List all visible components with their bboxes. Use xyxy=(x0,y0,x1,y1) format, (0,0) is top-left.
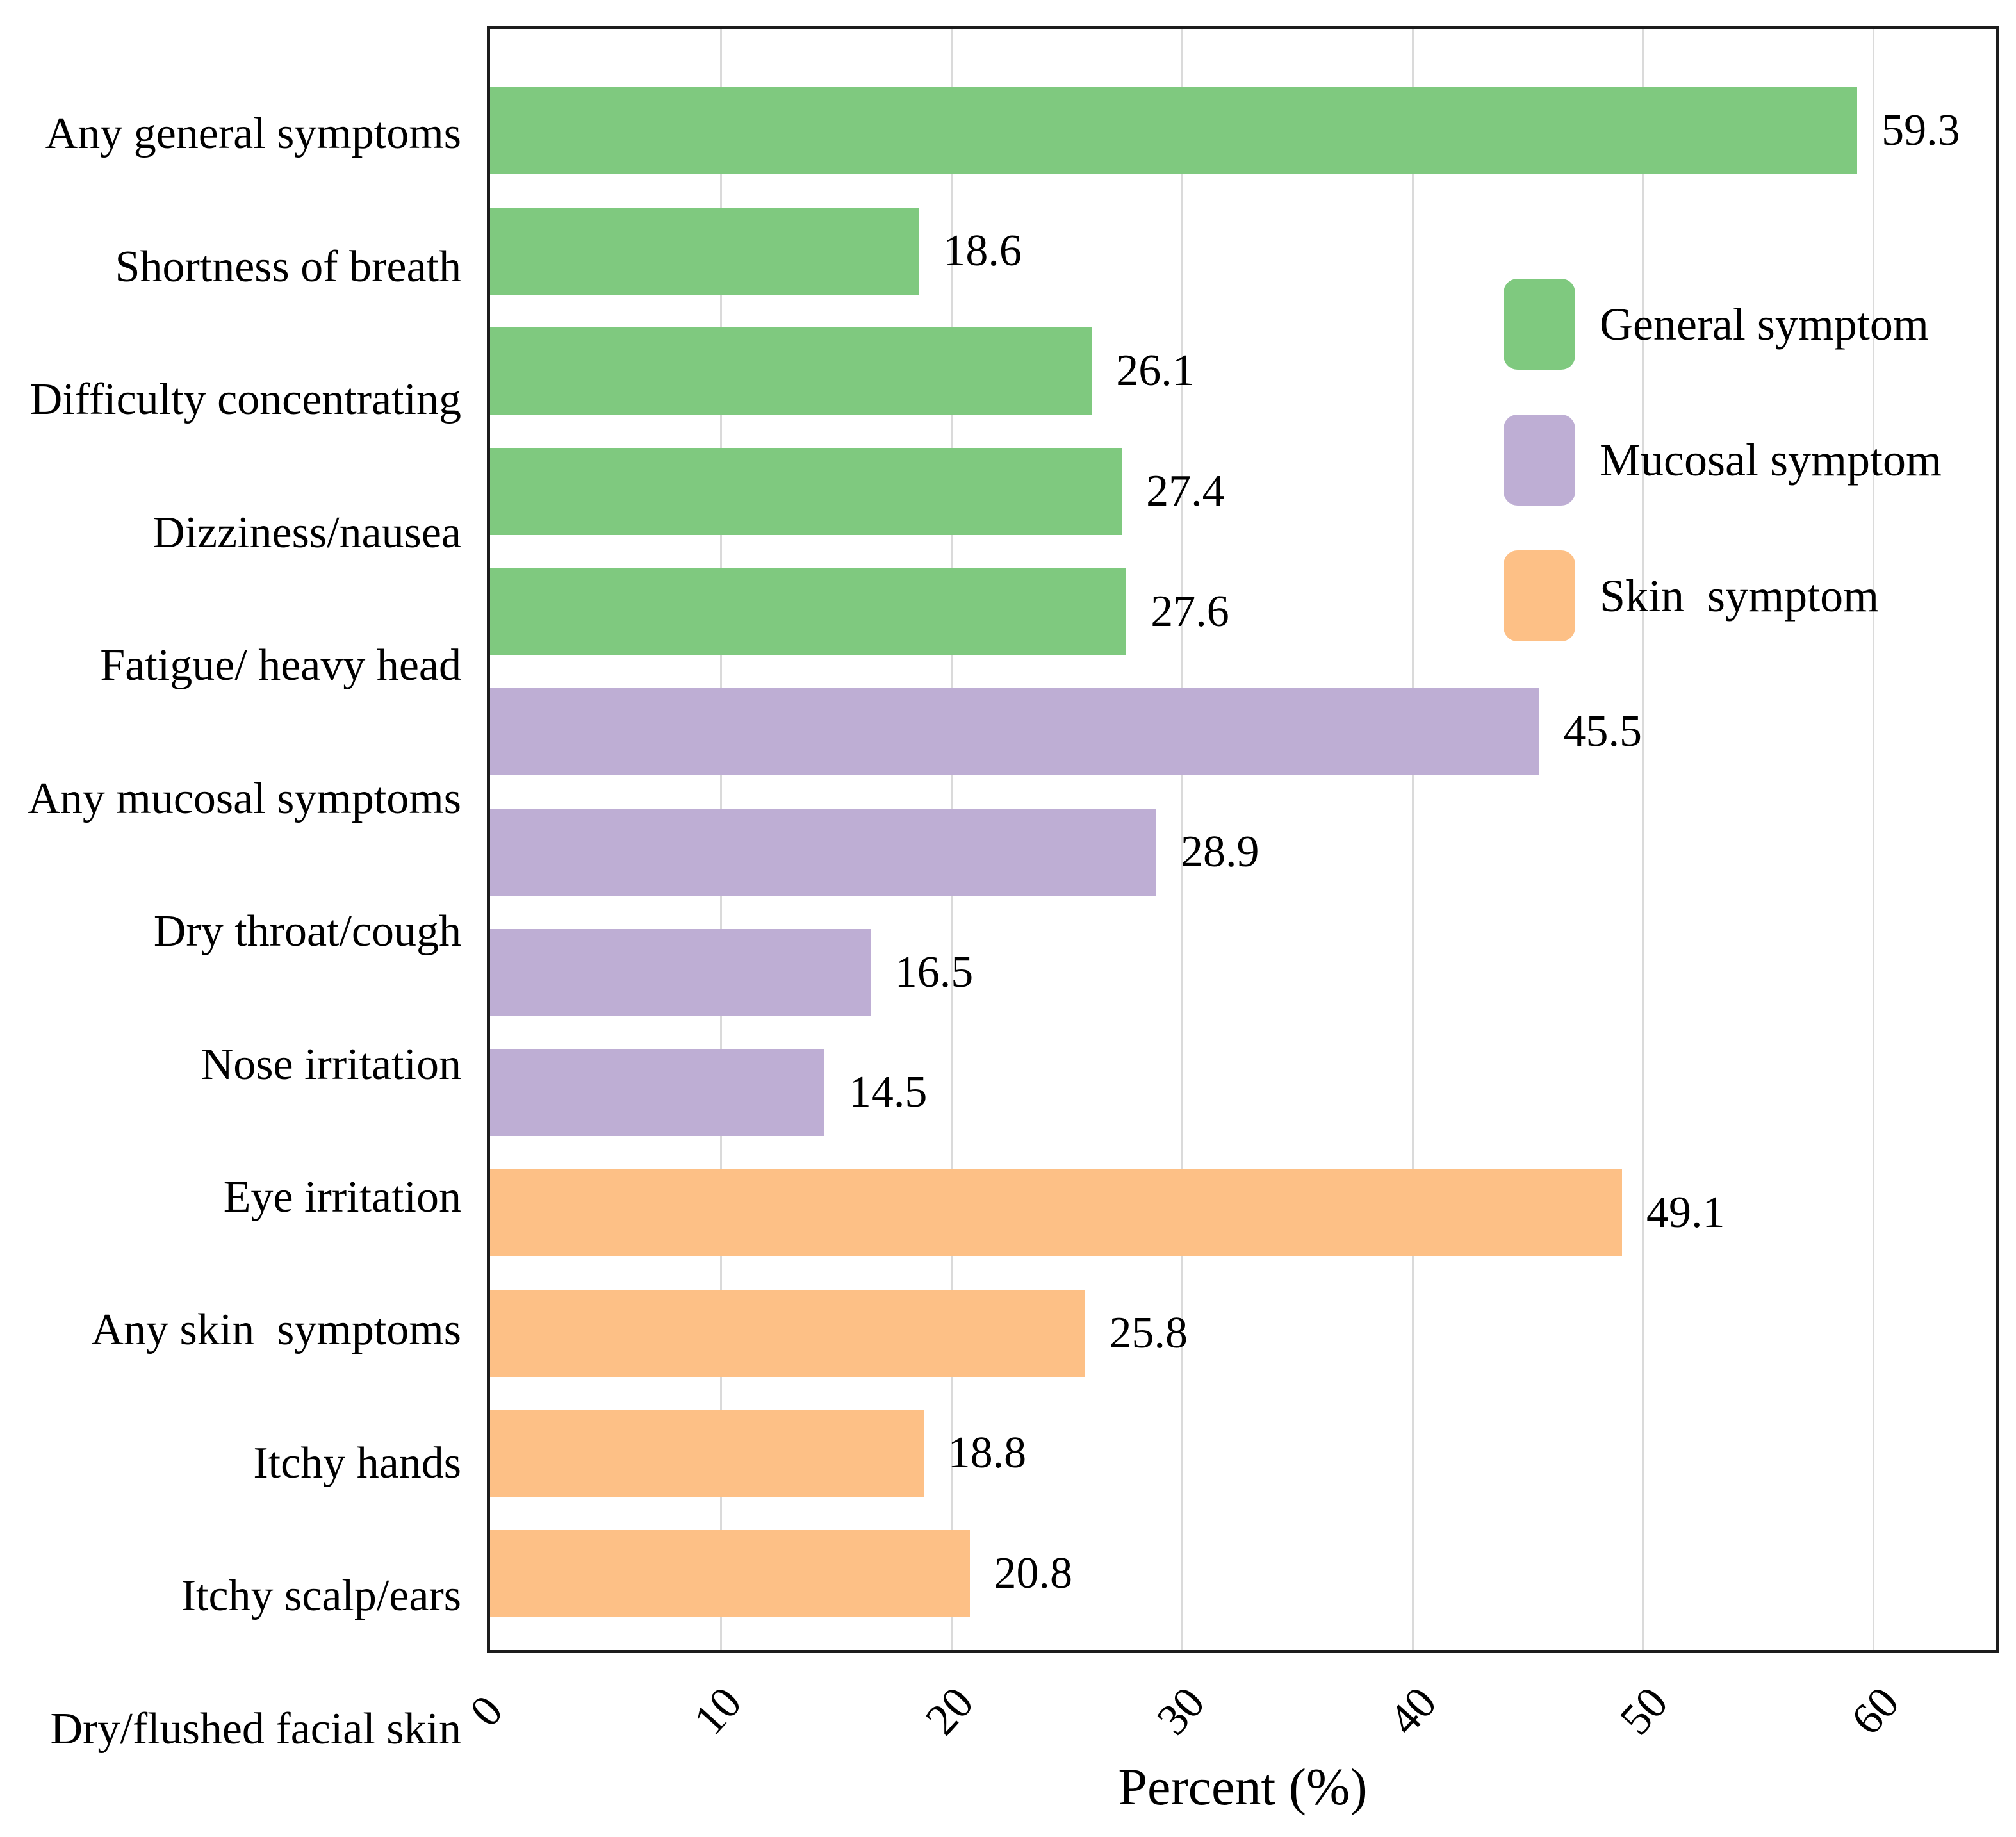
bar-8 xyxy=(490,928,871,1016)
bar-value-label: 45.5 xyxy=(1563,707,1642,757)
bar-value-label: 27.4 xyxy=(1146,466,1225,516)
x-tick-60: 60 xyxy=(1842,1678,1921,1745)
bar-value-label: 49.1 xyxy=(1646,1188,1725,1238)
bar-5 xyxy=(490,568,1127,655)
category-label: Dizziness/nausea xyxy=(152,507,461,557)
category-label: Any mucosal symptoms xyxy=(28,773,461,823)
category-label: Dry throat/cough xyxy=(153,907,461,957)
bar-value-label: 14.5 xyxy=(848,1067,928,1117)
gridline-40 xyxy=(1411,29,1414,1650)
category-label-row: Nose irritation xyxy=(0,998,475,1130)
bar-row: 45.5 xyxy=(490,671,1996,792)
x-tick-10: 10 xyxy=(685,1678,763,1745)
gridline-60 xyxy=(1873,29,1875,1650)
bar-12 xyxy=(490,1410,924,1497)
category-label: Dry/flushed facial skin xyxy=(50,1704,461,1754)
bar-row: 28.9 xyxy=(490,792,1996,912)
category-label-row: Difficulty concentrating xyxy=(0,333,475,466)
bar-value-label: 20.8 xyxy=(994,1549,1073,1599)
category-label-row: Any general symptoms xyxy=(0,67,475,200)
bar-10 xyxy=(490,1169,1622,1257)
category-label: Itchy scalp/ears xyxy=(181,1571,461,1621)
category-label-row: Any skin symptoms xyxy=(0,1264,475,1396)
category-label-row: Itchy scalp/ears xyxy=(0,1529,475,1662)
x-tick-50: 50 xyxy=(1611,1678,1689,1745)
bar-4 xyxy=(490,447,1122,535)
bar-value-label: 27.6 xyxy=(1151,586,1229,636)
bar-row: 27.6 xyxy=(490,552,1996,672)
bar-3 xyxy=(490,327,1092,415)
bar-row: 26.1 xyxy=(490,311,1996,431)
bar-value-label: 16.5 xyxy=(894,947,974,997)
bar-row: 27.4 xyxy=(490,431,1996,552)
legend-label: Skin symptom xyxy=(1600,570,1880,622)
x-tick-0: 0 xyxy=(461,1686,512,1736)
legend-item: General symptom xyxy=(1504,279,1942,370)
bar-13 xyxy=(490,1530,970,1618)
category-label-row: Itchy hands xyxy=(0,1397,475,1529)
x-tick-label: 50 xyxy=(1610,1677,1678,1745)
category-label: Eye irritation xyxy=(223,1172,461,1222)
bar-row: 18.8 xyxy=(490,1394,1996,1514)
category-label: Nose irritation xyxy=(201,1039,461,1089)
bar-row: 59.3 xyxy=(490,70,1996,191)
bar-value-label: 25.8 xyxy=(1109,1308,1188,1358)
category-label: Fatigue/ heavy head xyxy=(100,641,461,691)
bar-7 xyxy=(490,808,1157,896)
x-tick-30: 30 xyxy=(1148,1678,1226,1745)
category-label: Any general symptoms xyxy=(45,109,461,159)
category-label-row: Fatigue/ heavy head xyxy=(0,599,475,732)
bar-value-label: 59.3 xyxy=(1881,105,1960,155)
plot-area: 59.3 18.6 26.1 27.4 27.6 45.5 28.9 16.5 14.5 49.1… xyxy=(487,26,1999,1653)
legend: General symptom Mucosal symptom Skin sympt… xyxy=(1504,279,1942,686)
category-label: Itchy hands xyxy=(253,1438,461,1488)
x-tick-label: 60 xyxy=(1842,1677,1910,1745)
legend-label: General symptom xyxy=(1600,299,1929,350)
x-tick-20: 20 xyxy=(916,1678,995,1745)
category-label-row: Dizziness/nausea xyxy=(0,466,475,598)
category-label-row: Any mucosal symptoms xyxy=(0,732,475,864)
x-tick-label: 20 xyxy=(916,1677,983,1745)
y-axis-category-labels: Any general symptoms Shortness of breath D… xyxy=(0,67,475,1795)
category-label-row: Dry/flushed facial skin xyxy=(0,1663,475,1795)
x-tick-40: 40 xyxy=(1379,1678,1458,1745)
legend-swatch xyxy=(1504,415,1575,506)
category-label-row: Eye irritation xyxy=(0,1131,475,1264)
x-tick-label: 40 xyxy=(1379,1677,1446,1745)
gridline-30 xyxy=(1181,29,1183,1650)
bar-row: 25.8 xyxy=(490,1273,1996,1394)
x-axis-title: Percent (%) xyxy=(1118,1758,1368,1816)
bar-2 xyxy=(490,207,919,295)
bar-row: 14.5 xyxy=(490,1033,1996,1153)
legend-item: Skin symptom xyxy=(1504,550,1942,641)
bar-9 xyxy=(490,1049,824,1137)
legend-swatch xyxy=(1504,279,1575,370)
bar-value-label: 18.8 xyxy=(947,1428,1027,1478)
bar-6 xyxy=(490,688,1539,776)
gridline-50 xyxy=(1642,29,1644,1650)
bar-row: 49.1 xyxy=(490,1153,1996,1273)
bar-row: 18.6 xyxy=(490,191,1996,311)
x-tick-label: 30 xyxy=(1147,1677,1215,1745)
bars: 59.3 18.6 26.1 27.4 27.6 45.5 28.9 16.5 14.5 49.1… xyxy=(490,70,1996,1634)
bar-row: 20.8 xyxy=(490,1513,1996,1634)
legend-label: Mucosal symptom xyxy=(1600,434,1942,486)
bar-value-label: 18.6 xyxy=(943,226,1022,276)
bar-value-label: 28.9 xyxy=(1181,827,1259,877)
legend-swatch xyxy=(1504,550,1575,641)
legend-item: Mucosal symptom xyxy=(1504,415,1942,506)
bar-11 xyxy=(490,1289,1085,1377)
bar-1 xyxy=(490,86,1858,174)
category-label: Difficulty concentrating xyxy=(29,375,461,425)
category-label: Any skin symptoms xyxy=(91,1305,461,1355)
x-tick-label: 10 xyxy=(685,1677,752,1745)
category-label-row: Dry throat/cough xyxy=(0,865,475,998)
category-label: Shortness of breath xyxy=(115,242,461,292)
bar-row: 16.5 xyxy=(490,912,1996,1033)
bar-value-label: 26.1 xyxy=(1116,346,1195,396)
category-label-row: Shortness of breath xyxy=(0,200,475,333)
